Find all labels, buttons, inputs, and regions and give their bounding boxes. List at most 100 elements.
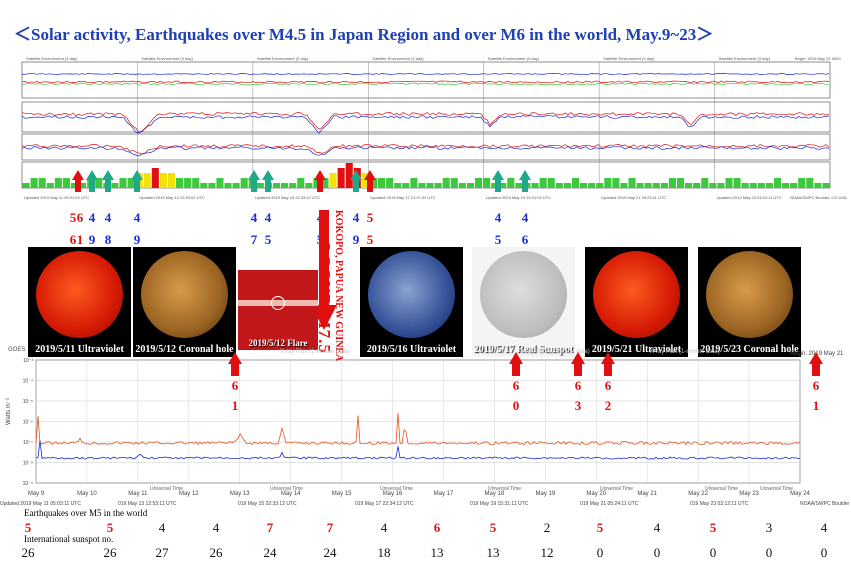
sunspot-count: 0 xyxy=(653,545,661,560)
quake-arrow xyxy=(262,170,274,192)
kp-bar xyxy=(54,178,62,188)
xray-date-label: May 19 xyxy=(535,491,555,497)
panel-frame xyxy=(21,133,831,161)
quake-mag-bottom: 9 xyxy=(353,232,360,247)
kp-bar xyxy=(668,178,676,188)
sun-disc xyxy=(706,251,793,338)
kp-bar xyxy=(717,183,725,188)
kp-bar xyxy=(757,183,765,188)
kp-bar xyxy=(281,183,289,188)
header-label: Begin: 2019 May 21 0000 xyxy=(795,56,841,61)
quake-count: 5 xyxy=(489,520,497,535)
quake-mag-top: 4 xyxy=(251,210,258,225)
world-quake-arrows: 6 1 6 0 6 3 6 2 6 1 xyxy=(228,352,823,413)
sunspot-row-title: International sunspot no. xyxy=(24,534,114,544)
world-quake-arrow xyxy=(228,352,242,376)
kp-bar xyxy=(442,178,450,188)
quake-mag-top: 4 xyxy=(265,210,272,225)
sunspot-count: 18 xyxy=(377,545,391,560)
xray-footer-label: 019 May 23 03:12:11 UTC xyxy=(690,501,749,507)
kp-bar xyxy=(725,178,733,188)
kp-bar xyxy=(410,178,418,188)
quake-count: 5 xyxy=(106,520,114,535)
kp-bar xyxy=(305,183,313,188)
kp-bar xyxy=(773,178,782,188)
occur-label: OCCUR M7.5 xyxy=(315,240,334,354)
kp-bar xyxy=(814,183,822,188)
kp-bar xyxy=(240,178,248,188)
kp-bar xyxy=(272,183,281,188)
solar-photo: 2019/5/21 Ultraviolet xyxy=(585,247,688,357)
quake-mag-top: 4 xyxy=(522,210,529,225)
sunspot-count: 24 xyxy=(263,545,277,560)
xray-header-faded: X-ray Flux (1-minute data) xyxy=(650,349,720,355)
xray-tick-label: 10⁻³ xyxy=(23,358,33,364)
kp-bar xyxy=(321,178,329,188)
photo-label: 2019/5/21 Ultraviolet xyxy=(591,344,682,355)
xray-footer-label: 019 May 13 12:53:11 UTC xyxy=(118,501,177,507)
occur-annotation xyxy=(309,210,349,370)
xray-date-label: May 23 xyxy=(739,491,759,497)
kp-bar xyxy=(539,178,547,188)
footer-label: Updated 2019 May 17 21:37:02 UTC xyxy=(370,195,435,200)
kp-bar xyxy=(450,178,458,188)
quake-count: 4 xyxy=(212,520,220,535)
world-mag-top: 6 xyxy=(513,378,520,393)
kp-bar xyxy=(38,178,46,188)
kp-bar xyxy=(192,178,200,188)
photo-label: 2019/5/17 Real Sunspot xyxy=(473,344,574,355)
xray-date-label: May 9 xyxy=(28,491,45,497)
sunspot-count: 26 xyxy=(21,545,35,560)
kp-bar xyxy=(531,183,539,188)
world-quake-arrow xyxy=(509,352,523,376)
kp-bar xyxy=(79,183,87,188)
kp-bar xyxy=(644,183,652,188)
kp-bar xyxy=(313,178,321,188)
kp-bar xyxy=(782,183,790,188)
sunspot-count: 24 xyxy=(323,545,337,560)
xray-date-label: May 11 xyxy=(128,491,148,497)
quake-mag-top: 4 xyxy=(89,210,96,225)
xray-universal-time: Universal Time xyxy=(380,486,413,492)
quake-arrow xyxy=(248,170,260,192)
sun-disc xyxy=(368,251,455,338)
sunspot-count: 26 xyxy=(209,545,223,560)
kp-bar xyxy=(361,173,369,188)
kp-bar xyxy=(62,178,70,188)
coronagraph-ring xyxy=(271,296,285,310)
japan-quake-arrows: 566149484947454549554546 xyxy=(70,170,531,247)
xray-tick-label: 10⁻⁵ xyxy=(23,399,33,405)
xray-universal-time: Universal Time xyxy=(600,486,633,492)
page-title: ＜Solar activity, Earthquakes over M4.5 i… xyxy=(14,25,714,44)
sun-disc xyxy=(480,251,567,338)
quake-mag-bottom: 1 xyxy=(77,232,84,247)
kp-bar xyxy=(604,178,612,188)
kp-bar xyxy=(588,183,596,188)
kp-bar xyxy=(256,183,264,188)
xray-tick-label: 10⁻⁴ xyxy=(23,379,33,385)
quake-mag-bottom: 6 xyxy=(522,232,529,247)
quake-count: 7 xyxy=(326,520,334,535)
kp-bar xyxy=(515,183,523,188)
xray-footer-label: 019 May 19 15:31:11 UTC xyxy=(470,501,529,507)
kp-bar xyxy=(563,183,571,188)
kp-bar xyxy=(765,183,773,188)
quake-mag-bottom: 6 xyxy=(70,232,77,247)
quake-arrow xyxy=(519,170,531,192)
sunspot-count: 13 xyxy=(430,545,444,560)
xray-universal-time: Universal Time xyxy=(150,486,183,492)
kp-bar xyxy=(636,183,644,188)
solar-photo: 2019/5/12 Flare xyxy=(238,270,318,350)
occur-arrow xyxy=(311,210,337,330)
footer-label: Updated 2019 May 15 22:33:12 UTC xyxy=(255,195,320,200)
kp-bar xyxy=(741,183,749,188)
xray-date-label: May 12 xyxy=(179,491,199,497)
xray-date-label: May 14 xyxy=(281,491,301,497)
flux-line xyxy=(21,146,830,157)
world-mag-bottom: 3 xyxy=(575,398,582,413)
world-quake-arrow xyxy=(571,352,585,376)
kp-bar xyxy=(571,178,580,188)
header-label: Satellite Environment (3 day) xyxy=(603,56,655,61)
xray-date-label: May 15 xyxy=(332,491,352,497)
kp-bar xyxy=(151,168,159,188)
